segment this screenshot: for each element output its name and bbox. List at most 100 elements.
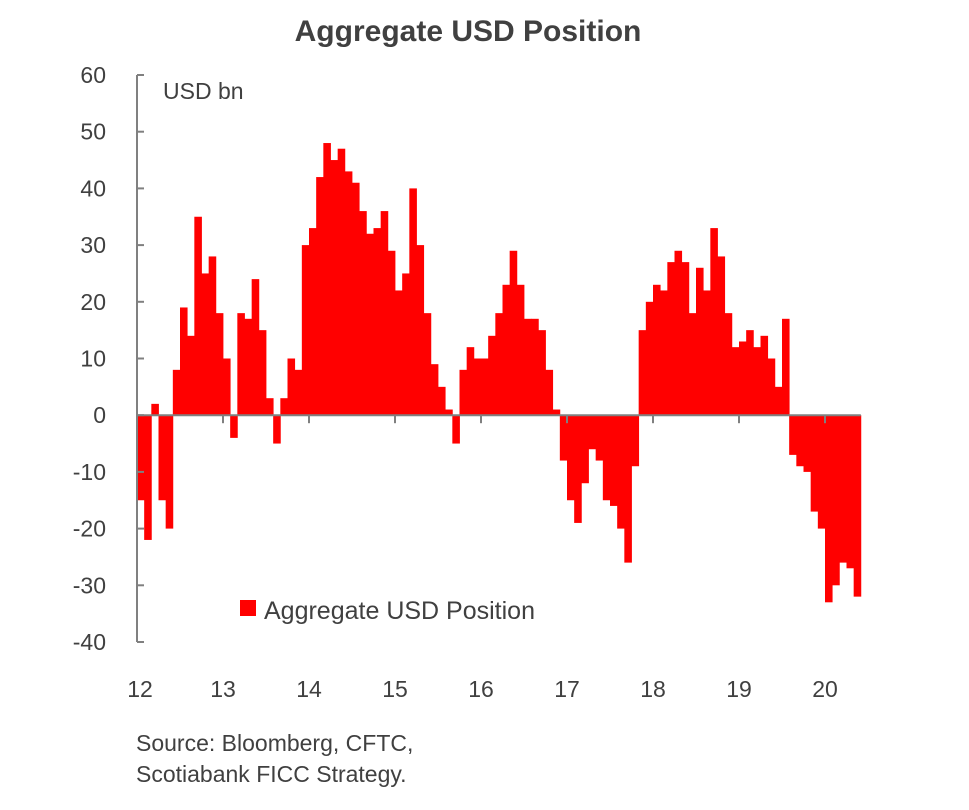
bar xyxy=(803,415,812,472)
bar xyxy=(316,177,324,416)
bar xyxy=(782,318,790,416)
bar xyxy=(466,347,475,416)
bar xyxy=(359,211,367,416)
bar xyxy=(409,188,417,416)
bar xyxy=(739,341,747,416)
bar xyxy=(194,216,202,416)
bar xyxy=(309,228,317,416)
bar xyxy=(273,415,281,444)
bar xyxy=(423,313,432,416)
x-tick-label: 19 xyxy=(726,676,752,702)
bar xyxy=(294,369,303,416)
x-tick-labels: 12 13 14 15 16 17 18 19 20 xyxy=(127,676,838,702)
bar xyxy=(753,347,761,416)
x-tick-label: 20 xyxy=(812,676,838,702)
bar xyxy=(660,290,668,416)
bar xyxy=(287,358,296,416)
bar xyxy=(502,284,511,416)
bar xyxy=(610,415,618,506)
x-tick-label: 13 xyxy=(210,676,236,702)
bar xyxy=(516,284,525,416)
bar xyxy=(724,313,733,416)
bar xyxy=(588,415,597,450)
y-tick-label: 60 xyxy=(80,62,106,88)
source-line-1: Source: Bloomberg, CFTC, xyxy=(136,730,413,756)
bar xyxy=(165,415,174,529)
bar xyxy=(789,415,797,455)
bar xyxy=(373,228,382,416)
bar xyxy=(445,409,453,416)
bar xyxy=(825,415,833,603)
bar xyxy=(430,364,439,416)
bar xyxy=(681,262,690,416)
bar xyxy=(531,318,539,416)
bar xyxy=(459,369,468,416)
bar xyxy=(717,256,726,416)
bar xyxy=(552,409,561,416)
bar xyxy=(731,347,740,416)
y-tick-label: 50 xyxy=(80,119,106,145)
y-tick-label: 30 xyxy=(80,232,106,258)
bar xyxy=(645,301,654,416)
x-tick-label: 18 xyxy=(640,676,666,702)
bars-group xyxy=(137,143,862,603)
bar xyxy=(266,398,274,416)
bar xyxy=(817,415,826,529)
bar xyxy=(215,313,224,416)
bar xyxy=(810,415,819,512)
bar xyxy=(696,267,704,416)
bar xyxy=(387,250,396,416)
legend-swatch xyxy=(240,600,256,616)
bar xyxy=(187,335,195,416)
bar xyxy=(137,415,145,501)
bar xyxy=(710,228,718,416)
bar xyxy=(509,250,518,416)
y-tick-label: 0 xyxy=(93,402,106,428)
y-tick-label: 40 xyxy=(80,175,106,201)
x-tick-label: 15 xyxy=(382,676,408,702)
bar xyxy=(567,415,575,501)
bar xyxy=(674,250,683,416)
bar xyxy=(323,143,331,416)
bar xyxy=(495,313,503,416)
y-tick-label: 10 xyxy=(80,346,106,372)
y-tick-label: -20 xyxy=(73,516,106,542)
bar xyxy=(330,160,339,416)
source-line-2: Scotiabank FICC Strategy. xyxy=(136,761,407,787)
axes-group xyxy=(136,74,861,643)
bar xyxy=(774,386,783,416)
y-tick-label: -10 xyxy=(73,459,106,485)
bar xyxy=(223,358,231,416)
bar xyxy=(595,415,604,461)
bar xyxy=(767,358,776,416)
bar xyxy=(853,415,862,597)
bar xyxy=(488,335,496,416)
bar xyxy=(402,273,410,416)
chart-title: Aggregate USD Position xyxy=(295,15,642,48)
bar xyxy=(230,415,238,438)
y-axis-unit-label: USD bn xyxy=(163,78,244,104)
bar xyxy=(352,182,360,416)
bar xyxy=(380,211,389,416)
bar xyxy=(746,330,754,416)
bar xyxy=(524,318,532,416)
bar xyxy=(144,415,152,540)
bar xyxy=(416,245,425,416)
y-tick-label: 20 xyxy=(80,289,106,315)
bar xyxy=(688,313,697,416)
bar xyxy=(438,386,446,416)
bar xyxy=(638,330,647,416)
bar xyxy=(395,290,403,416)
bar xyxy=(667,262,675,416)
bar xyxy=(832,415,840,586)
bar xyxy=(208,256,217,416)
x-tick-label: 14 xyxy=(296,676,322,702)
bar xyxy=(452,415,460,444)
bar xyxy=(545,369,554,416)
bar xyxy=(481,358,489,416)
bar xyxy=(301,245,310,416)
bar xyxy=(559,415,568,461)
bar xyxy=(366,233,374,416)
x-tick-label: 16 xyxy=(468,676,494,702)
bar xyxy=(602,415,611,501)
